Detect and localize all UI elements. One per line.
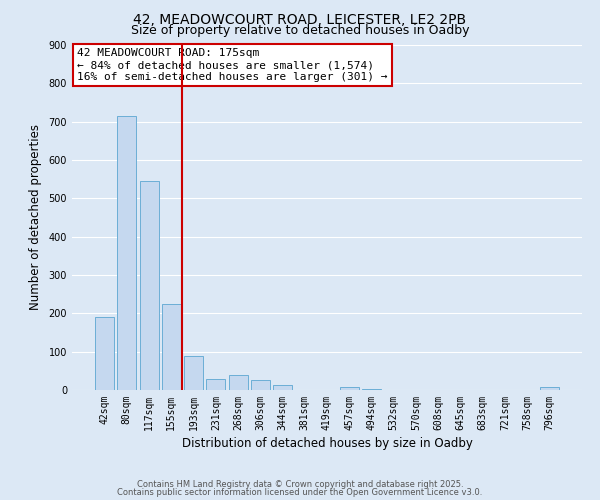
Bar xyxy=(229,374,248,390)
Bar xyxy=(184,356,203,390)
Y-axis label: Number of detached properties: Number of detached properties xyxy=(29,124,41,310)
Bar xyxy=(340,387,359,390)
Text: Contains public sector information licensed under the Open Government Licence v3: Contains public sector information licen… xyxy=(118,488,482,497)
Bar xyxy=(206,378,225,390)
Bar xyxy=(251,380,270,390)
Text: 42 MEADOWCOURT ROAD: 175sqm
← 84% of detached houses are smaller (1,574)
16% of : 42 MEADOWCOURT ROAD: 175sqm ← 84% of det… xyxy=(77,48,388,82)
Bar xyxy=(95,317,114,390)
Bar xyxy=(273,386,292,390)
Bar xyxy=(540,387,559,390)
Bar xyxy=(162,304,181,390)
Text: 42, MEADOWCOURT ROAD, LEICESTER, LE2 2PB: 42, MEADOWCOURT ROAD, LEICESTER, LE2 2PB xyxy=(133,12,467,26)
Bar xyxy=(140,181,158,390)
Text: Size of property relative to detached houses in Oadby: Size of property relative to detached ho… xyxy=(131,24,469,37)
X-axis label: Distribution of detached houses by size in Oadby: Distribution of detached houses by size … xyxy=(182,437,472,450)
Bar xyxy=(118,116,136,390)
Bar xyxy=(362,389,381,390)
Text: Contains HM Land Registry data © Crown copyright and database right 2025.: Contains HM Land Registry data © Crown c… xyxy=(137,480,463,489)
